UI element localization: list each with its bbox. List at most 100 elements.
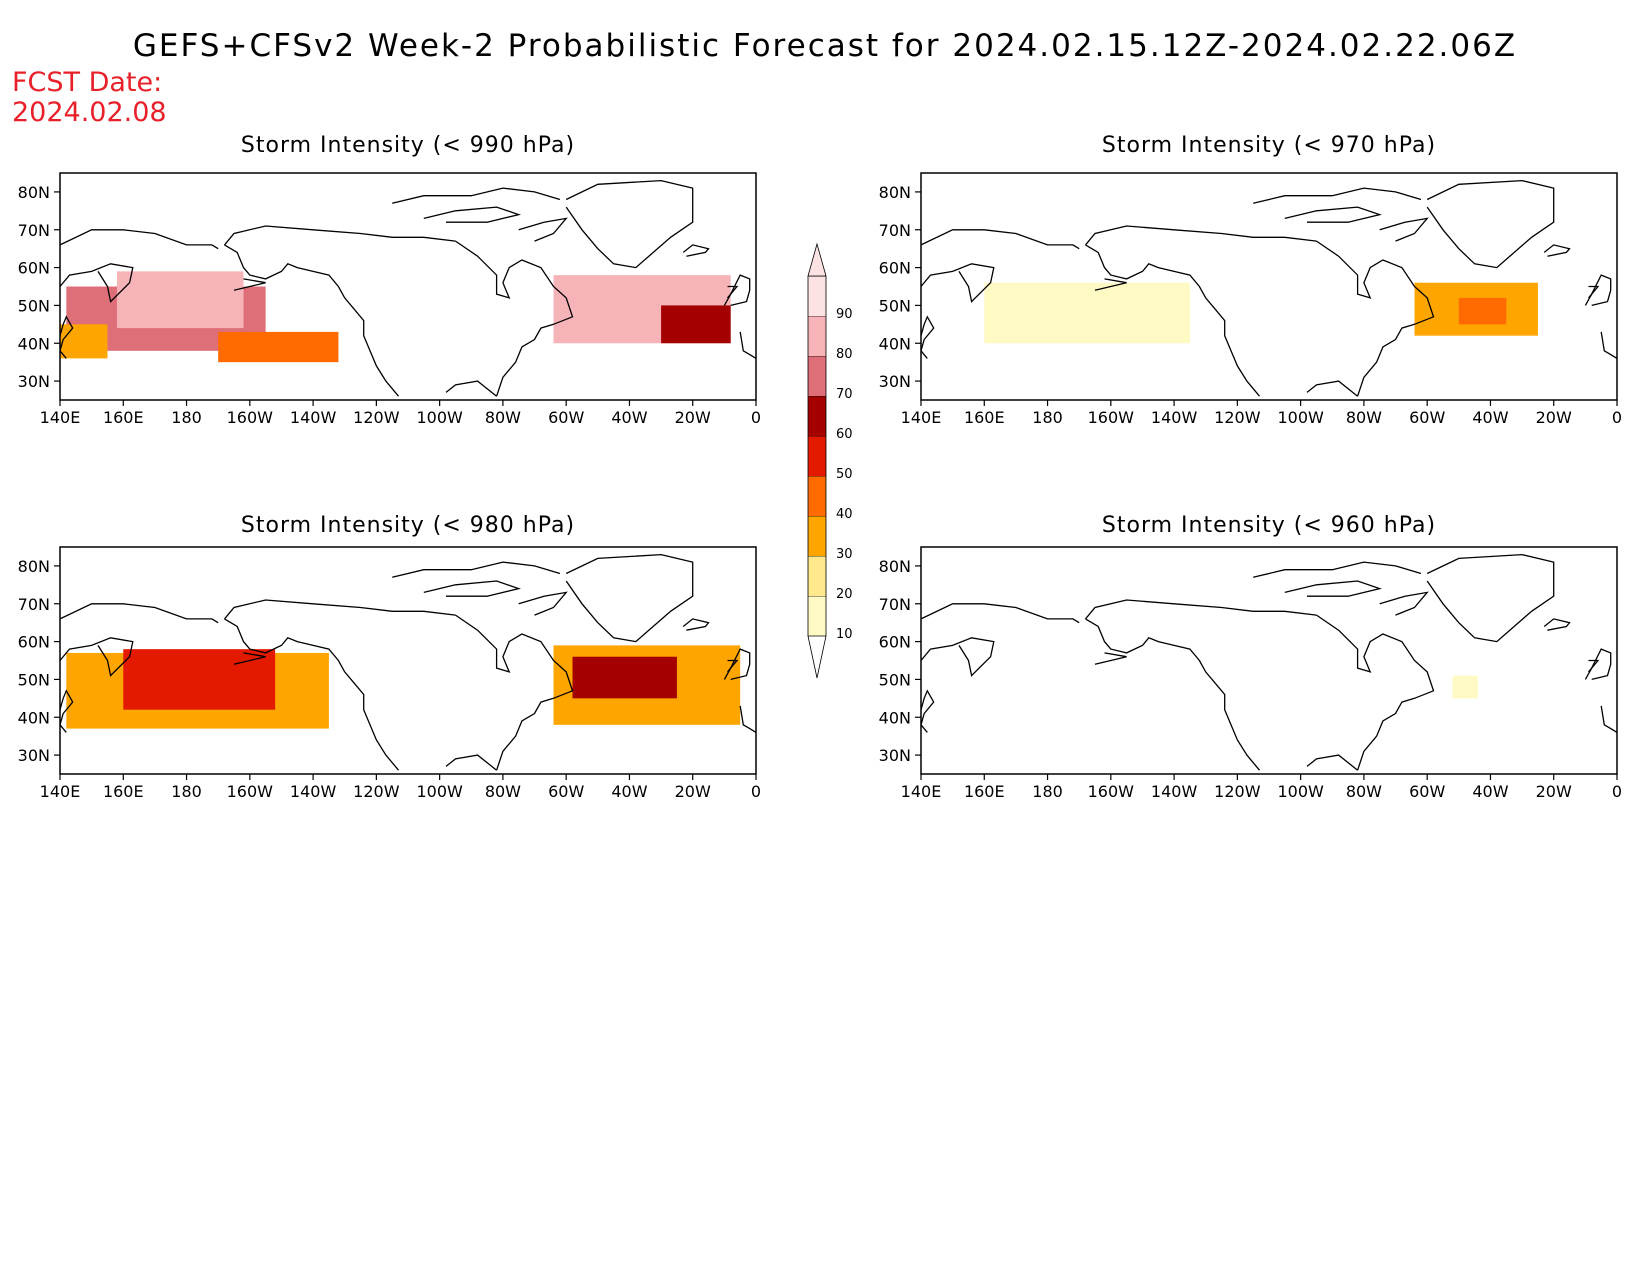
colorbar-segment — [808, 556, 826, 596]
probability-region — [218, 331, 339, 363]
lon-tick-label: 140E — [901, 782, 942, 801]
coastline — [518, 217, 568, 242]
lat-tick-label: 50N — [18, 296, 50, 315]
lat-tick-label: 30N — [18, 746, 50, 765]
coastline — [60, 689, 74, 733]
lon-tick-label: 20W — [1536, 408, 1572, 427]
coastline — [392, 187, 561, 204]
coastline — [1584, 274, 1612, 307]
coastline — [1316, 240, 1435, 397]
lon-tick-label: 60W — [548, 782, 584, 801]
lon-tick-label: 140W — [290, 782, 337, 801]
lat-tick-label: 80N — [879, 183, 911, 202]
probability-region — [123, 649, 276, 710]
colorbar: 10 20 30 40 50 60 70 80 90 — [807, 242, 853, 679]
coastline — [455, 240, 574, 397]
lon-tick-label: 40W — [1472, 408, 1508, 427]
colorbar-top-arrow — [807, 242, 827, 277]
lon-tick-label: 160W — [227, 408, 274, 427]
coastline — [921, 263, 995, 303]
lon-tick-label: 0 — [751, 782, 761, 801]
coastline — [224, 225, 456, 246]
lon-tick-label: 140W — [1151, 408, 1198, 427]
coastline — [1085, 618, 1260, 771]
lon-tick-label: 80W — [1346, 782, 1382, 801]
lat-tick-label: 70N — [18, 221, 50, 240]
coastline — [1306, 380, 1359, 397]
panel-970: Storm Intensity (< 970 hPa) 140E 160E 180 1… — [879, 133, 1622, 427]
coastline — [739, 705, 756, 733]
colorbar-segment — [808, 396, 826, 436]
lat-tick-label: 30N — [18, 372, 50, 391]
lon-tick-label: 60W — [1409, 408, 1445, 427]
lon-tick-label: 20W — [675, 782, 711, 801]
main-title: GEFS+CFSv2 Week-2 Probabilistic Forecast… — [132, 28, 1518, 64]
lon-tick-label: 120W — [1214, 782, 1261, 801]
colorbar-segment — [808, 436, 826, 476]
coastline — [60, 603, 219, 624]
coastline — [1284, 206, 1383, 223]
lon-tick-label: 160E — [964, 782, 1005, 801]
lon-tick-label: 80W — [485, 408, 521, 427]
coastline — [1588, 659, 1600, 673]
panel-980: Storm Intensity (< 980 hPa) 140E 160E 180 1… — [18, 513, 761, 801]
panel-990: Storm Intensity (< 990 hPa) 140E 160E 180 1… — [18, 133, 761, 427]
coastline — [224, 618, 399, 771]
coastline — [921, 689, 935, 733]
lat-tick-label: 40N — [879, 334, 911, 353]
coastline — [1085, 599, 1317, 620]
probability-region — [984, 282, 1190, 344]
lon-tick-label: 180 — [1032, 408, 1063, 427]
panel-title-990: Storm Intensity (< 990 hPa) — [241, 133, 575, 158]
lat-tick-label: 50N — [18, 670, 50, 689]
lat-tick-label: 70N — [879, 595, 911, 614]
coastline — [565, 179, 694, 269]
coastline — [60, 229, 219, 250]
probability-region — [1458, 297, 1507, 325]
panel-frame — [59, 172, 757, 401]
coastline — [1316, 614, 1435, 771]
coastline — [445, 380, 498, 397]
colorbar-segment — [808, 476, 826, 516]
lon-tick-label: 80W — [1346, 408, 1382, 427]
colorbar-tick-label: 90 — [836, 307, 853, 322]
coastline — [921, 229, 1080, 250]
coastline — [682, 244, 710, 257]
coastline — [224, 244, 399, 397]
coastline — [1379, 591, 1429, 616]
lon-tick-label: 160W — [1088, 408, 1135, 427]
lon-tick-label: 180 — [171, 782, 202, 801]
lon-tick-label: 0 — [1612, 408, 1622, 427]
lon-tick-label: 40W — [1472, 782, 1508, 801]
coastline — [392, 561, 561, 578]
lon-tick-label: 80W — [485, 782, 521, 801]
coastline — [1094, 652, 1127, 665]
lat-tick-label: 40N — [879, 708, 911, 727]
coastline — [1306, 754, 1359, 771]
lon-tick-label: 20W — [1536, 782, 1572, 801]
coastline — [727, 659, 739, 673]
panel-frame — [920, 546, 1618, 775]
colorbar-tick-label: 10 — [836, 627, 853, 642]
colorbar-bottom-arrow — [807, 635, 827, 679]
colorbar-tick-label: 40 — [836, 507, 853, 522]
lon-tick-label: 120W — [353, 782, 400, 801]
coastline — [224, 599, 456, 620]
lat-tick-label: 60N — [18, 633, 50, 652]
lat-tick-label: 40N — [18, 708, 50, 727]
lon-tick-label: 20W — [675, 408, 711, 427]
coastline — [682, 618, 710, 631]
coastline — [1600, 331, 1617, 359]
coastline — [1379, 217, 1429, 242]
probability-region — [60, 324, 108, 359]
lon-tick-label: 160E — [103, 408, 144, 427]
colorbar-tick-label: 70 — [836, 387, 853, 402]
lon-tick-label: 140E — [40, 408, 81, 427]
coastline — [518, 591, 568, 616]
coastline — [921, 315, 935, 359]
coastline — [1253, 187, 1422, 204]
panel-960: Storm Intensity (< 960 hPa) 140E 160E 180 1… — [879, 513, 1622, 801]
probability-region — [572, 656, 677, 699]
lon-tick-label: 140W — [290, 408, 337, 427]
